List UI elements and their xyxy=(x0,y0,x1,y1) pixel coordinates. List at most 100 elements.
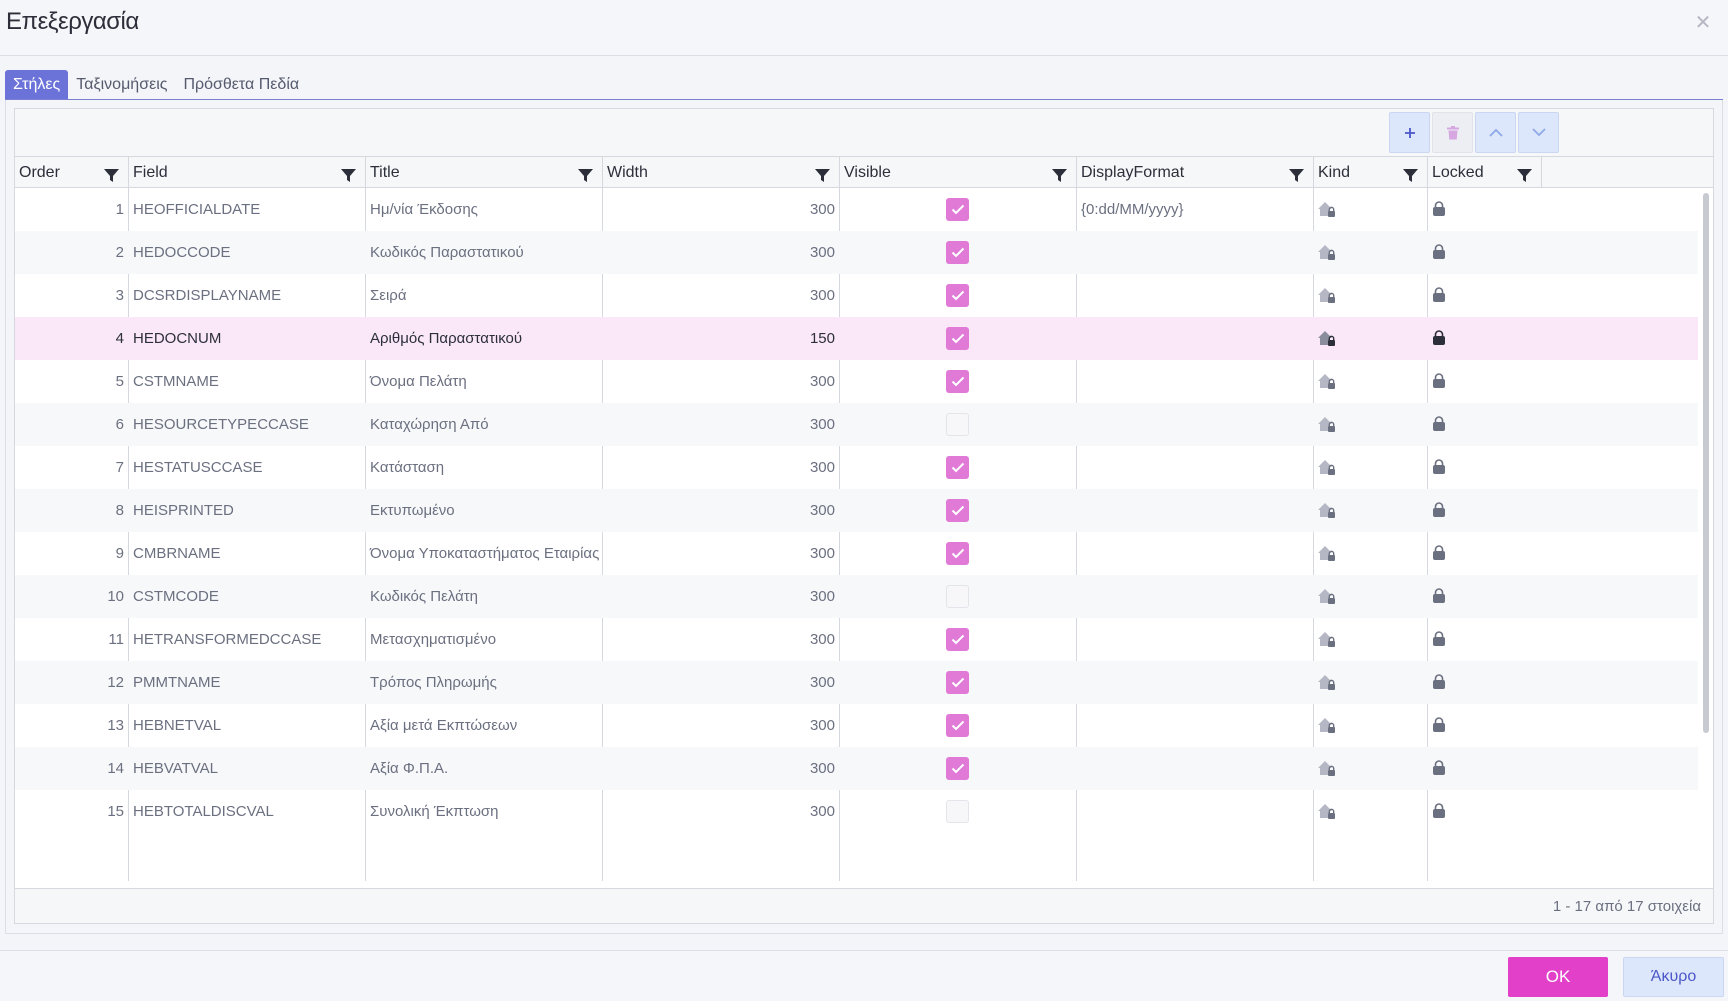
title-cell[interactable]: Σειρά xyxy=(370,287,407,304)
lock-icon[interactable] xyxy=(1432,631,1446,647)
filter-icon[interactable] xyxy=(814,164,831,182)
table-row[interactable]: 7 HESTATUSCCASE Κατάσταση 300 xyxy=(15,446,1698,489)
order-cell[interactable]: 4 xyxy=(115,330,124,347)
filter-icon[interactable] xyxy=(1288,164,1305,182)
column-header-field[interactable]: Field xyxy=(129,157,366,188)
display-format-cell[interactable] xyxy=(1077,661,1313,704)
width-cell[interactable]: 300 xyxy=(809,373,835,390)
title-cell[interactable]: Αριθμός Παραστατικού xyxy=(370,330,523,347)
table-row[interactable]: 14 HEBVATVAL Αξία Φ.Π.Α. 300 xyxy=(15,747,1698,790)
table-row[interactable]: 5 CSTMNAME Όνομα Πελάτη 300 xyxy=(15,360,1698,403)
width-cell[interactable]: 300 xyxy=(809,717,835,734)
table-row[interactable]: 2 HEDOCCODE Κωδικός Παραστατικού 300 xyxy=(15,231,1698,274)
title-cell[interactable]: Αξία Φ.Π.Α. xyxy=(370,760,449,777)
table-row[interactable]: 12 PMMTNAME Τρόπος Πληρωμής 300 xyxy=(15,661,1698,704)
lock-icon[interactable] xyxy=(1432,545,1446,561)
close-icon[interactable]: ✕ xyxy=(1694,12,1712,34)
table-row[interactable]: 6 HESOURCETYPECCASE Καταχώρηση Από 300 xyxy=(15,403,1698,446)
width-cell[interactable]: 300 xyxy=(809,244,835,261)
field-cell[interactable]: HEOFFICIALDATE xyxy=(133,201,261,218)
order-cell[interactable]: 15 xyxy=(107,803,124,820)
filter-icon[interactable] xyxy=(1051,164,1068,182)
visible-checkbox[interactable] xyxy=(946,671,969,694)
table-row[interactable]: 8 HEISPRINTED Εκτυπωμένο 300 xyxy=(15,489,1698,532)
tab-extra-fields[interactable]: Πρόσθετα Πεδία xyxy=(183,76,300,93)
field-cell[interactable]: HESTATUSCCASE xyxy=(133,459,263,476)
filter-icon[interactable] xyxy=(1402,164,1419,182)
visible-checkbox[interactable] xyxy=(946,198,969,221)
table-row[interactable]: 9 CMBRNAME Όνομα Υποκαταστήματος Εταιρίας 3… xyxy=(15,532,1698,575)
field-cell[interactable]: CSTMNAME xyxy=(133,373,219,390)
width-cell[interactable]: 300 xyxy=(809,545,835,562)
lock-icon[interactable] xyxy=(1432,502,1446,518)
order-cell[interactable]: 2 xyxy=(115,244,124,261)
visible-checkbox[interactable] xyxy=(946,284,969,307)
field-cell[interactable]: HETRANSFORMEDCCASE xyxy=(133,631,322,648)
order-cell[interactable]: 12 xyxy=(107,674,124,691)
tab-columns[interactable]: Στήλες xyxy=(5,70,69,99)
order-cell[interactable]: 7 xyxy=(115,459,124,476)
lock-icon[interactable] xyxy=(1432,717,1446,733)
table-row[interactable]: 13 HEBNETVAL Αξία μετά Εκπτώσεων 300 xyxy=(15,704,1698,747)
width-cell[interactable]: 300 xyxy=(809,760,835,777)
display-format-cell[interactable] xyxy=(1077,317,1313,360)
display-format-cell[interactable] xyxy=(1077,446,1313,489)
title-cell[interactable]: Όνομα Πελάτη xyxy=(370,373,467,390)
column-header-displayformat[interactable]: DisplayFormat xyxy=(1077,157,1314,188)
display-format-cell[interactable] xyxy=(1077,575,1313,618)
field-cell[interactable]: PMMTNAME xyxy=(133,674,221,691)
column-header-width[interactable]: Width xyxy=(603,157,840,188)
lock-icon[interactable] xyxy=(1432,287,1446,303)
lock-icon[interactable] xyxy=(1432,201,1446,217)
field-cell[interactable]: DCSRDISPLAYNAME xyxy=(133,287,282,304)
move-up-button[interactable] xyxy=(1475,112,1516,153)
field-cell[interactable]: HESOURCETYPECCASE xyxy=(133,416,309,433)
width-cell[interactable]: 300 xyxy=(809,803,835,820)
visible-checkbox[interactable] xyxy=(946,456,969,479)
order-cell[interactable]: 1 xyxy=(115,201,124,218)
column-header-locked[interactable]: Locked xyxy=(1428,157,1542,188)
field-cell[interactable]: CMBRNAME xyxy=(133,545,221,562)
filter-icon[interactable] xyxy=(1516,164,1533,182)
display-format-cell[interactable] xyxy=(1077,274,1313,317)
display-format-cell[interactable] xyxy=(1077,403,1313,446)
order-cell[interactable]: 6 xyxy=(115,416,124,433)
width-cell[interactable]: 300 xyxy=(809,287,835,304)
visible-checkbox[interactable] xyxy=(946,499,969,522)
lock-icon[interactable] xyxy=(1432,416,1446,432)
title-cell[interactable]: Κωδικός Παραστατικού xyxy=(370,244,524,261)
filter-icon[interactable] xyxy=(103,164,120,182)
field-cell[interactable]: HEDOCCODE xyxy=(133,244,231,261)
field-cell[interactable]: HEDOCNUM xyxy=(133,330,222,347)
display-format-cell[interactable] xyxy=(1077,618,1313,661)
display-format-cell[interactable] xyxy=(1077,790,1313,833)
lock-icon[interactable] xyxy=(1432,330,1446,346)
add-row-button[interactable] xyxy=(1389,112,1430,153)
visible-checkbox[interactable] xyxy=(946,757,969,780)
tab-sorting[interactable]: Ταξινομήσεις xyxy=(76,76,168,93)
visible-checkbox[interactable] xyxy=(946,628,969,651)
width-cell[interactable]: 150 xyxy=(809,330,835,347)
width-cell[interactable]: 300 xyxy=(809,502,835,519)
title-cell[interactable]: Μετασχηματισμένο xyxy=(370,631,497,648)
width-cell[interactable]: 300 xyxy=(809,201,835,218)
filter-icon[interactable] xyxy=(340,164,357,182)
display-format-cell[interactable] xyxy=(1077,532,1313,575)
table-row[interactable]: 1 HEOFFICIALDATE Ημ/νία Έκδοσης 300 {0:dd/MM… xyxy=(15,188,1698,231)
display-format-cell[interactable] xyxy=(1077,747,1313,790)
field-cell[interactable]: HEISPRINTED xyxy=(133,502,234,519)
order-cell[interactable]: 3 xyxy=(115,287,124,304)
order-cell[interactable]: 5 xyxy=(115,373,124,390)
visible-checkbox[interactable] xyxy=(946,327,969,350)
lock-icon[interactable] xyxy=(1432,803,1446,819)
order-cell[interactable]: 9 xyxy=(115,545,124,562)
display-format-cell[interactable]: {0:dd/MM/yyyy} xyxy=(1081,201,1184,218)
width-cell[interactable]: 300 xyxy=(809,459,835,476)
width-cell[interactable]: 300 xyxy=(809,674,835,691)
visible-checkbox[interactable] xyxy=(946,370,969,393)
title-cell[interactable]: Τρόπος Πληρωμής xyxy=(370,674,497,691)
ok-button[interactable]: OK xyxy=(1508,957,1608,997)
visible-checkbox[interactable] xyxy=(946,241,969,264)
order-cell[interactable]: 10 xyxy=(107,588,124,605)
order-cell[interactable]: 8 xyxy=(115,502,124,519)
